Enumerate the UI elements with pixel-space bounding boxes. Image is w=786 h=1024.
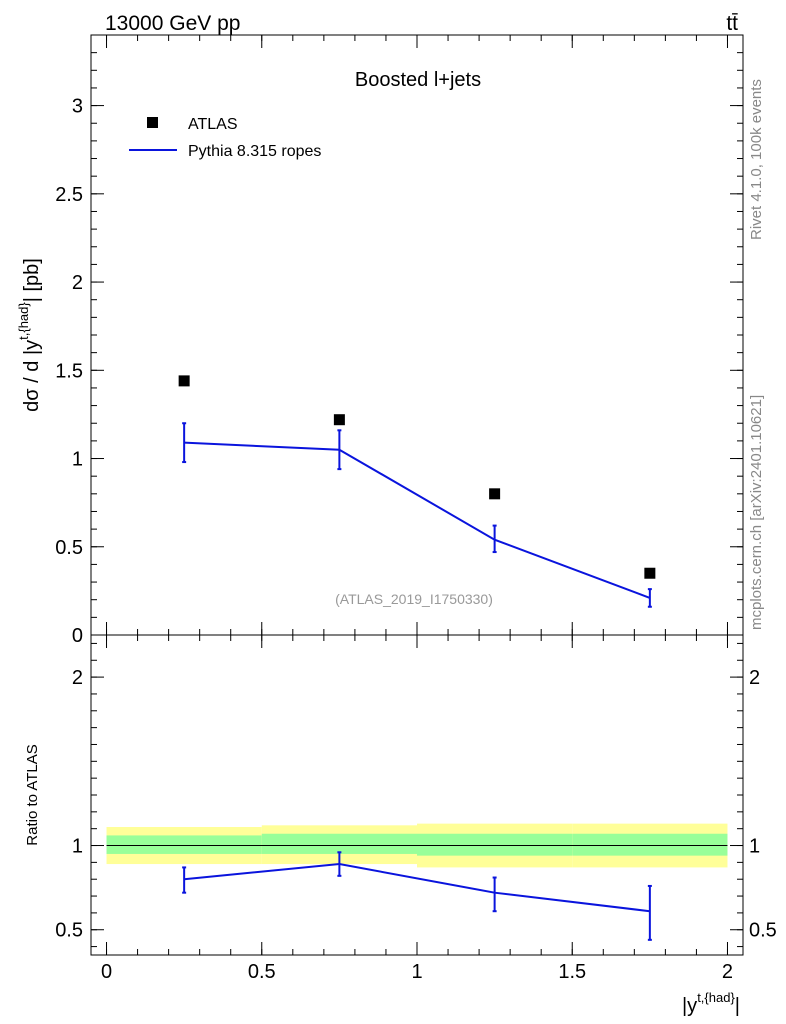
main-ytick-label: 2.5 bbox=[55, 184, 83, 206]
ratio-ytick-label-left: 2 bbox=[72, 667, 83, 689]
ratio-band-inner bbox=[417, 833, 573, 856]
main-ytick-label: 3 bbox=[72, 96, 83, 118]
main-ytick-label: 0.5 bbox=[55, 537, 83, 559]
analysis-label: (ATLAS_2019_I1750330) bbox=[335, 591, 493, 607]
ratio-band-inner bbox=[572, 833, 728, 856]
main-panel: Boosted l+jets (ATLAS_2019_I1750330) 0 0.… bbox=[16, 34, 744, 647]
legend-atlas-marker bbox=[147, 117, 158, 128]
ratio-ytick-label-left: 0.5 bbox=[55, 920, 83, 942]
ratio-ytick-label-right: 1 bbox=[749, 836, 760, 858]
process-label: tt̄ bbox=[726, 12, 738, 35]
ratio-band-inner bbox=[106, 835, 262, 854]
ratio-data-marks bbox=[182, 851, 652, 941]
main-y-axis-label: dσ / d |yt,{had}| [pb] bbox=[16, 258, 43, 412]
x-tick-label: 2 bbox=[722, 961, 733, 983]
x-tick-label: 0 bbox=[101, 961, 112, 983]
atlas-data-point bbox=[489, 488, 501, 500]
main-data-marks bbox=[178, 375, 656, 608]
mcplots-label: mcplots.cern.ch [arXiv:2401.10621] bbox=[748, 395, 765, 630]
legend: ATLAS Pythia 8.315 ropes bbox=[129, 116, 321, 160]
energy-label: 13000 GeV pp bbox=[105, 12, 240, 35]
ratio-band-inner bbox=[261, 833, 417, 854]
rivet-label: Rivet 4.1.0, 100k events bbox=[748, 79, 765, 240]
pythia-line bbox=[184, 441, 651, 599]
main-ytick-label: 0 bbox=[72, 625, 83, 647]
x-tick-label: 1.5 bbox=[558, 961, 586, 983]
ratio-frame bbox=[90, 634, 744, 956]
ratio-panel: 0.5 0.5 1 1 2 2 0 0.5 1 1.5 2 Ratio to ATLAS |yt,{… bbox=[24, 634, 777, 1017]
legend-pythia-label: Pythia 8.315 ropes bbox=[188, 143, 321, 160]
x-tick-label: 1 bbox=[411, 961, 422, 983]
atlas-data-point bbox=[333, 414, 345, 426]
ratio-y-axis-label: Ratio to ATLAS bbox=[24, 744, 41, 845]
main-ytick-label: 2 bbox=[72, 272, 83, 294]
main-ytick-label: 1.5 bbox=[55, 360, 83, 382]
ratio-ytick-label-right: 2 bbox=[749, 667, 760, 689]
ratio-uncertainty-bands bbox=[106, 823, 728, 868]
x-axis-label: |yt,{had}| bbox=[682, 990, 740, 1017]
atlas-data-point bbox=[644, 567, 656, 579]
main-title: Boosted l+jets bbox=[355, 69, 481, 91]
main-axis-ticks: 0 0.5 1 1.5 2 2.5 3 bbox=[55, 34, 743, 647]
ratio-axis-ticks: 0.5 0.5 1 1 2 2 0 0.5 1 1.5 2 bbox=[55, 635, 777, 983]
main-ytick-label: 1 bbox=[72, 449, 83, 471]
legend-atlas-label: ATLAS bbox=[188, 116, 238, 133]
ratio-ytick-label-right: 0.5 bbox=[749, 920, 777, 942]
atlas-data-point bbox=[178, 375, 190, 387]
x-tick-label: 0.5 bbox=[248, 961, 276, 983]
ratio-pythia-line bbox=[184, 863, 650, 913]
ratio-ytick-label-left: 1 bbox=[72, 836, 83, 858]
